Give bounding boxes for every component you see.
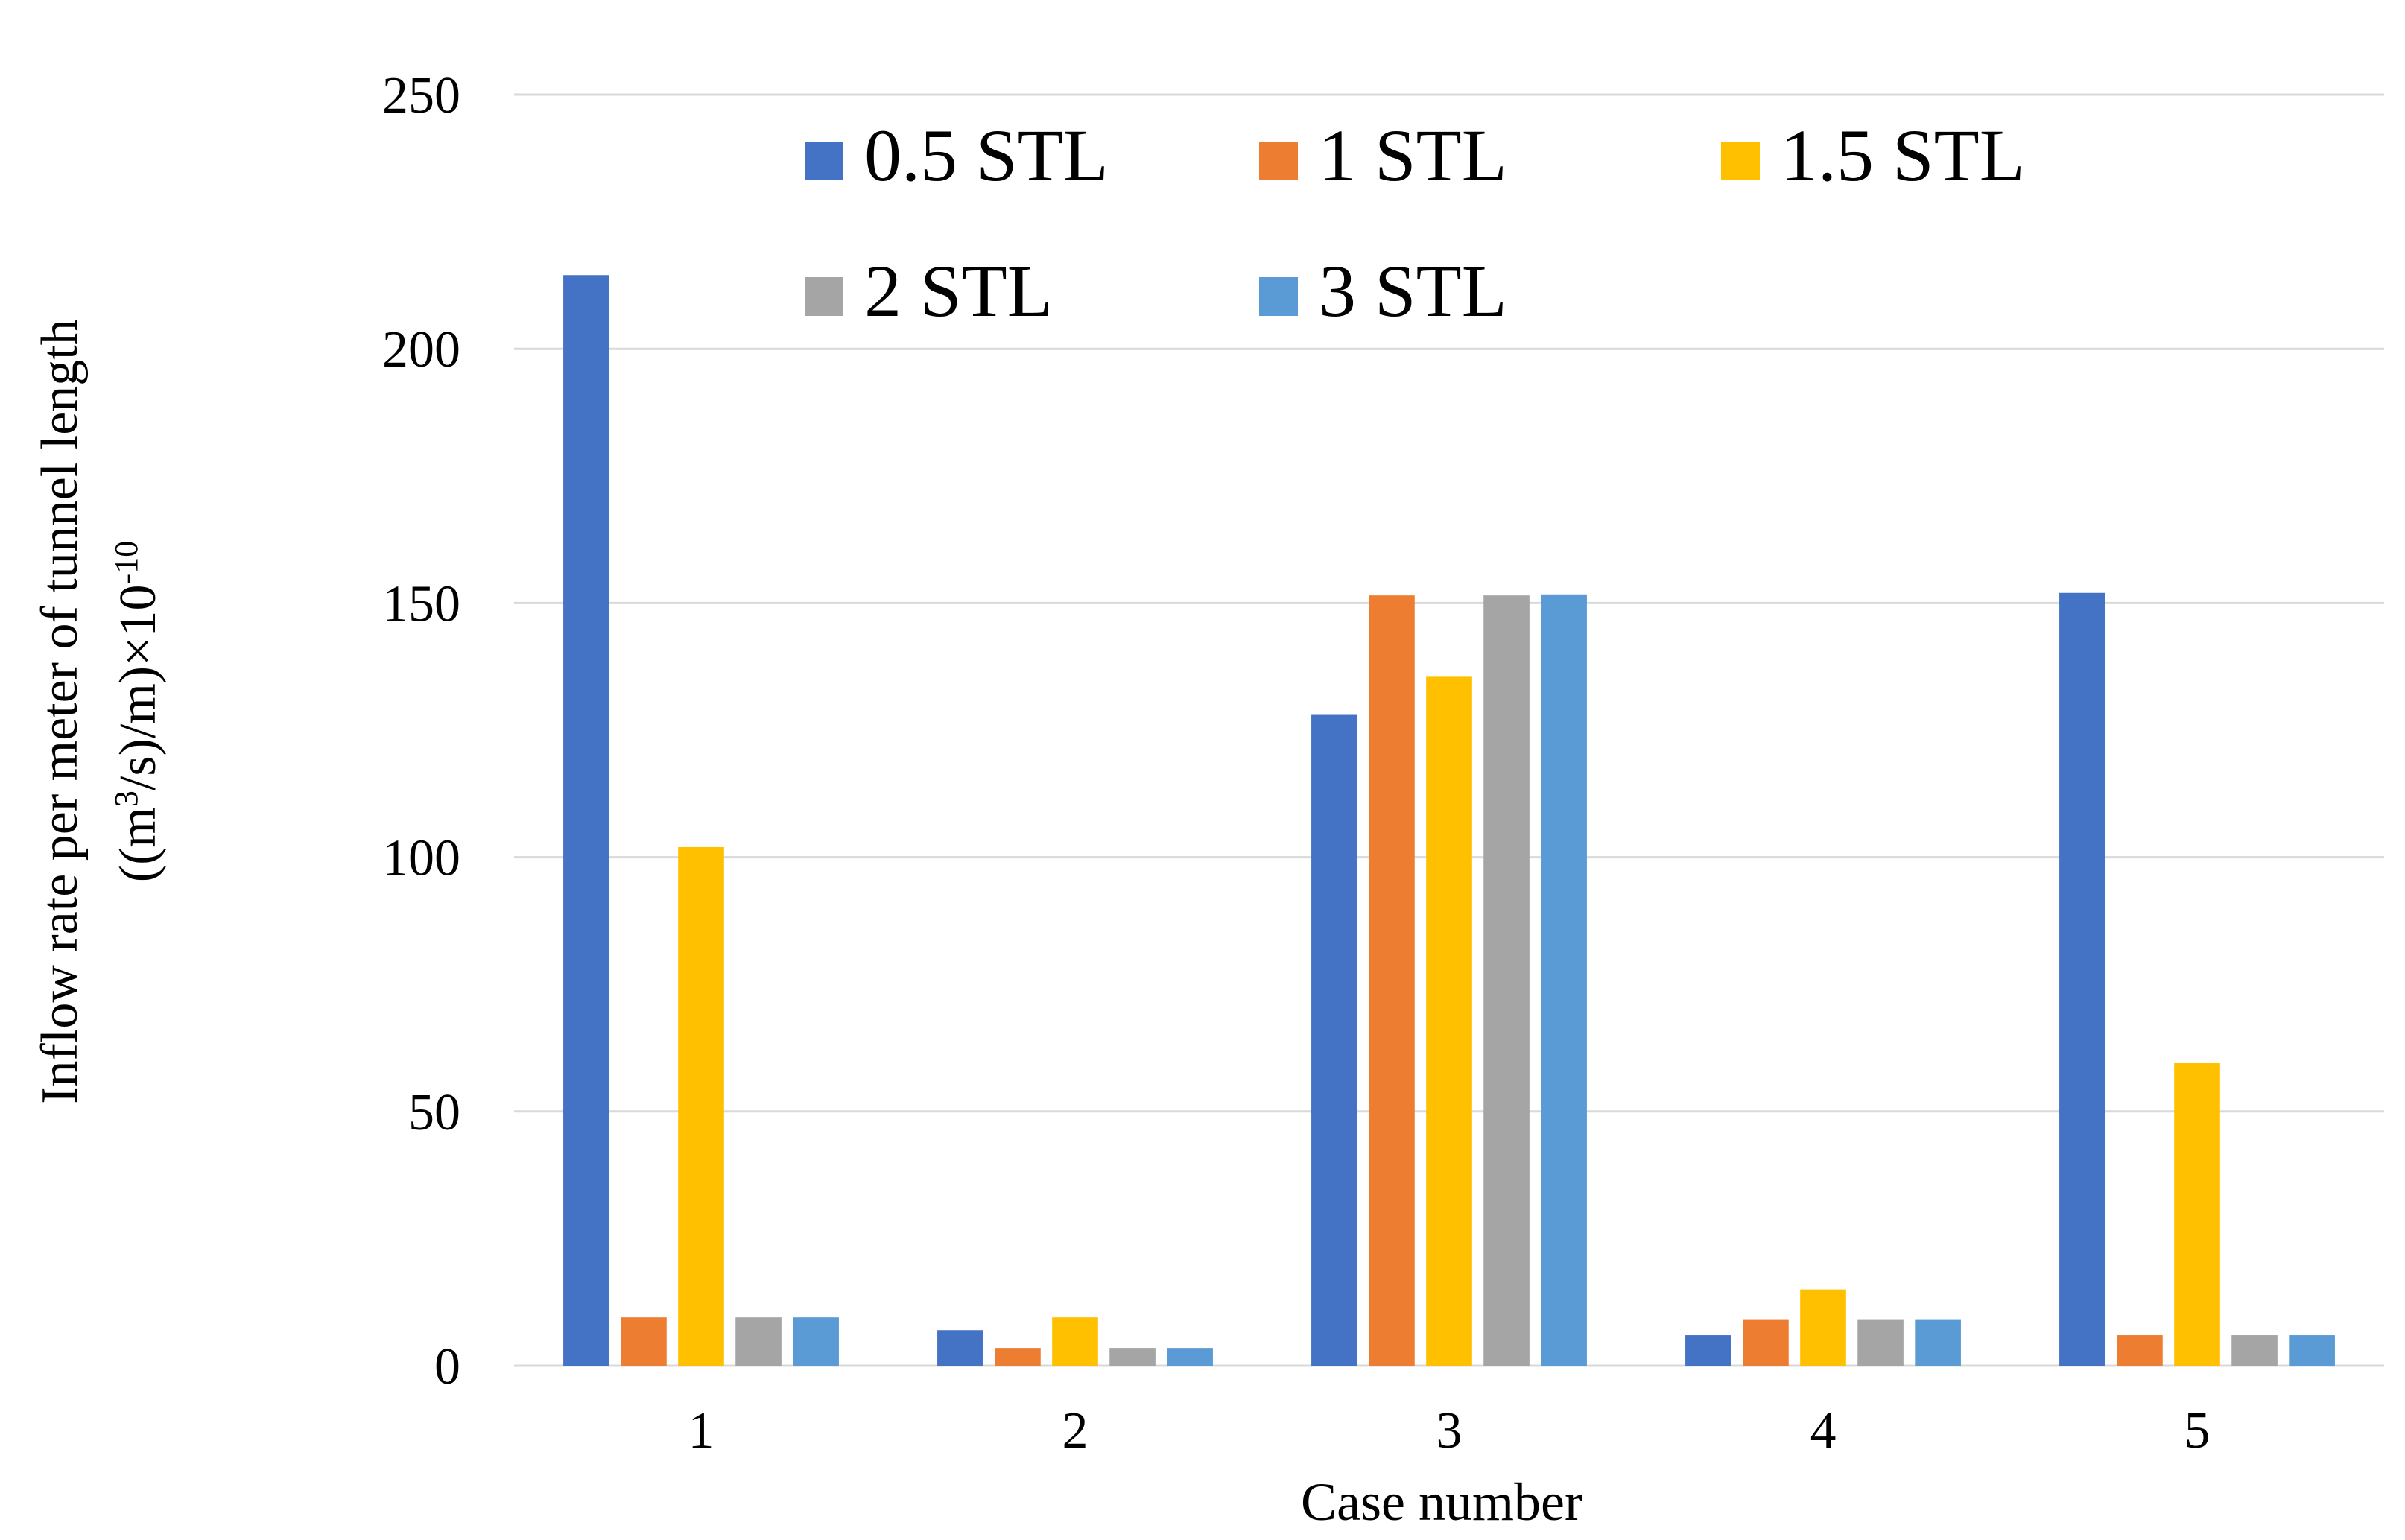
x-tick-label: 3 bbox=[1436, 1402, 1463, 1460]
y-axis-title: Inflow rate per meter of tunnel length (… bbox=[31, 319, 167, 1104]
legend-swatch bbox=[805, 142, 843, 180]
bar bbox=[2117, 1335, 2163, 1366]
bar bbox=[2289, 1335, 2335, 1366]
bar bbox=[793, 1317, 839, 1366]
x-tick-label: 5 bbox=[2184, 1402, 2211, 1460]
legend-label: 3 STL bbox=[1319, 250, 1507, 332]
bar bbox=[1311, 714, 1357, 1366]
y-axis-title-line1: Inflow rate per meter of tunnel length bbox=[31, 319, 89, 1104]
x-tick-label: 4 bbox=[1810, 1402, 1837, 1460]
bar bbox=[563, 275, 609, 1366]
bar bbox=[937, 1330, 983, 1366]
bar bbox=[1167, 1348, 1213, 1366]
bar bbox=[1052, 1317, 1098, 1366]
bar bbox=[678, 846, 724, 1366]
bar bbox=[1857, 1319, 1904, 1366]
x-axis-title: Case number bbox=[1301, 1472, 1582, 1532]
x-axis-ticks: 1 2 3 4 5 bbox=[688, 1402, 2211, 1460]
y-tick-label: 250 bbox=[382, 67, 460, 124]
bars bbox=[563, 275, 2335, 1366]
bar bbox=[1743, 1319, 1789, 1366]
bar bbox=[1369, 595, 1415, 1366]
y-axis-ticks: 0 50 100 150 200 250 bbox=[382, 67, 460, 1395]
bar bbox=[1915, 1319, 1961, 1366]
legend-swatch bbox=[1259, 142, 1298, 180]
bar bbox=[735, 1317, 782, 1366]
bar bbox=[1426, 676, 1472, 1366]
y-axis-title-line2: ((m3/s)/m)×10-10 bbox=[108, 541, 168, 882]
bar bbox=[995, 1348, 1041, 1366]
x-tick-label: 1 bbox=[688, 1402, 714, 1460]
bar bbox=[1483, 595, 1530, 1366]
legend-label: 1.5 STL bbox=[1781, 114, 2025, 197]
legend-label: 2 STL bbox=[864, 250, 1053, 332]
bar bbox=[1800, 1289, 1846, 1366]
bar bbox=[2059, 592, 2105, 1366]
legend: 0.5 STL 1 STL 1.5 STL 2 STL 3 STL bbox=[805, 114, 2025, 332]
x-tick-label: 2 bbox=[1062, 1402, 1089, 1460]
y-tick-label: 150 bbox=[382, 575, 460, 633]
y-axis-title-prefix: ((m bbox=[110, 807, 167, 882]
bar bbox=[1685, 1335, 1731, 1366]
bar bbox=[1541, 594, 1587, 1366]
legend-label: 0.5 STL bbox=[864, 114, 1109, 197]
bar bbox=[2174, 1062, 2220, 1366]
bar bbox=[621, 1317, 667, 1366]
y-tick-label: 200 bbox=[382, 321, 460, 378]
legend-swatch bbox=[805, 277, 843, 316]
legend-swatch bbox=[1721, 142, 1760, 180]
y-tick-label: 100 bbox=[382, 830, 460, 887]
bar bbox=[1109, 1348, 1156, 1366]
y-axis-title-mid: /s)/m)×10 bbox=[110, 584, 167, 790]
y-axis-title-sup2: -10 bbox=[108, 541, 145, 585]
y-tick-label: 0 bbox=[434, 1338, 460, 1395]
legend-label: 1 STL bbox=[1319, 114, 1507, 197]
y-tick-label: 50 bbox=[408, 1084, 460, 1141]
legend-swatch bbox=[1259, 277, 1298, 316]
bar bbox=[2231, 1335, 2278, 1366]
y-axis-title-sup1: 3 bbox=[108, 790, 145, 807]
